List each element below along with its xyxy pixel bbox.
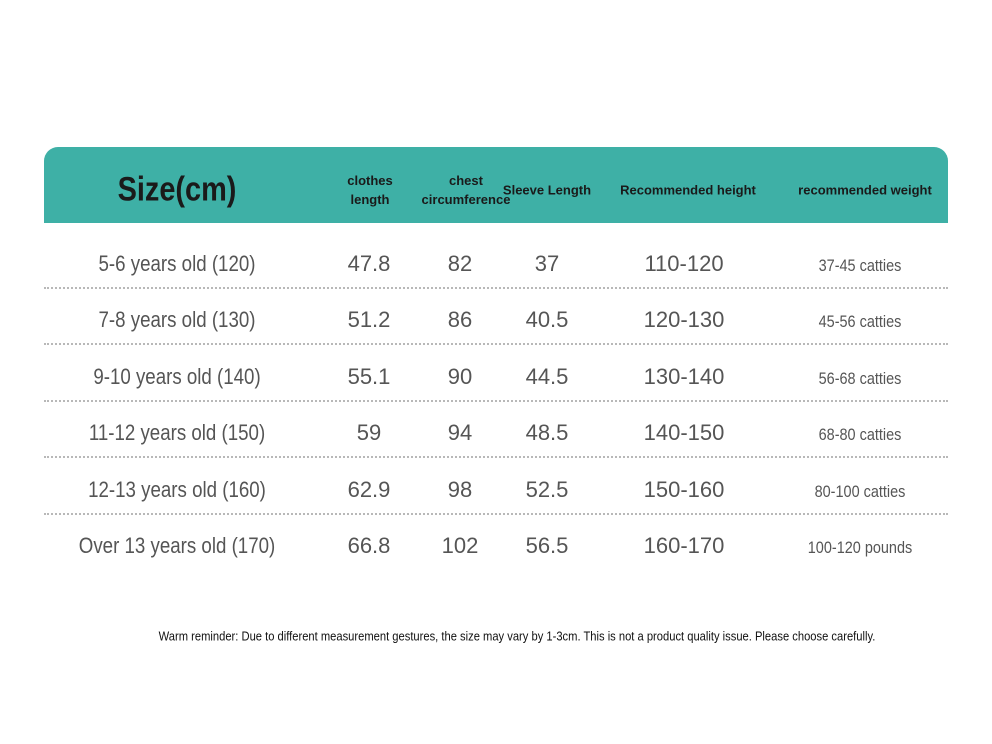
table-cell: 140-150 [643,420,725,445]
table-cell: 47.8 [347,251,391,276]
header-cell: chest circumference [421,173,511,207]
header-bar [44,147,948,223]
table-cell: 98 [447,477,473,502]
table-cell: 37 [534,251,560,276]
table-cell: 80-100 catties [814,482,906,501]
table-cell: 150-160 [643,477,725,502]
table-cell: 11-12 years old (150) [88,420,266,445]
table-cell: 51.2 [347,307,391,332]
header-cell: clothes length [347,173,393,207]
table-cell: 48.5 [525,420,569,445]
row-divider [44,456,948,458]
note: Warm reminder: Due to different measurem… [158,628,876,644]
table-cell: Over 13 years old (170) [78,533,276,558]
table-cell: 56.5 [525,533,569,558]
table-cell: 9-10 years old (140) [93,364,261,389]
table-cell: 5-6 years old (120) [98,251,256,276]
table-cell: 55.1 [347,364,391,389]
table-cell: 130-140 [643,364,725,389]
table-cell: 120-130 [643,307,725,332]
table-cell: 59 [356,420,382,445]
table-cell: 160-170 [643,533,725,558]
row-divider [44,513,948,515]
table-cell: 102 [441,533,479,558]
header-cell: Recommended height [620,182,756,198]
row-divider [44,343,948,345]
row-divider [44,400,948,402]
table-cell: 37-45 catties [818,256,902,275]
table-cell: 7-8 years old (130) [98,307,256,332]
table-cell: 94 [447,420,473,445]
table-cell: 44.5 [525,364,569,389]
table-cell: 90 [447,364,473,389]
table-cell: 100-120 pounds [807,538,913,557]
table-cell: 40.5 [525,307,569,332]
table-cell: 68-80 catties [818,425,902,444]
table-cell: 110-120 [644,251,724,276]
table-cell: 56-68 catties [818,369,902,388]
header-cell: recommended weight [798,182,932,198]
table-cell: 62.9 [347,477,391,502]
table-cell: 86 [447,307,473,332]
header-cell: Sleeve Length [502,182,592,198]
table-cell: 52.5 [525,477,569,502]
table-cell: 82 [447,251,473,276]
table-cell: 66.8 [347,533,391,558]
row-divider [44,287,948,289]
header-cell: Size(cm) [117,170,237,209]
table-cell: 12-13 years old (160) [88,477,266,502]
table-cell: 45-56 catties [818,312,902,331]
